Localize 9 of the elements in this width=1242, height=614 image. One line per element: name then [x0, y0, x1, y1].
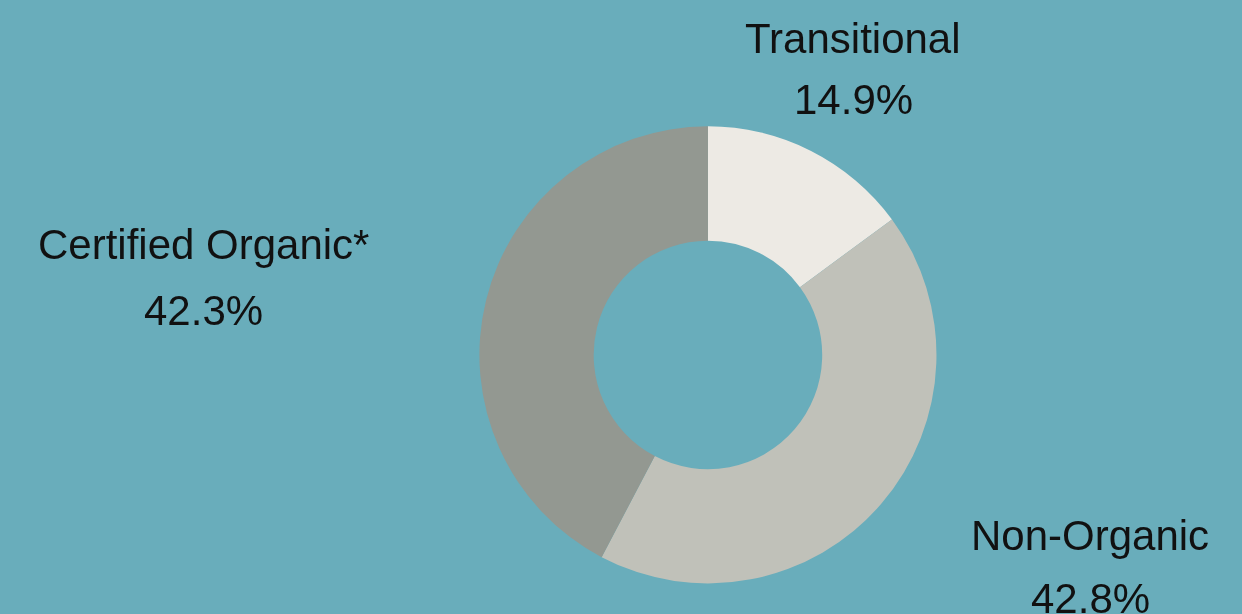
donut-slice: [479, 126, 708, 558]
slice-label: Transitional: [745, 15, 961, 62]
data-label: 42.8%: [1031, 575, 1151, 614]
slice-label: Certified Organic*: [38, 221, 370, 268]
donut-slice: [601, 219, 937, 584]
data-label: 42.3%: [144, 287, 264, 334]
slice-label: Non-Organic: [971, 512, 1210, 559]
donut-slice: [707, 126, 892, 288]
data-label: 14.9%: [794, 76, 914, 123]
